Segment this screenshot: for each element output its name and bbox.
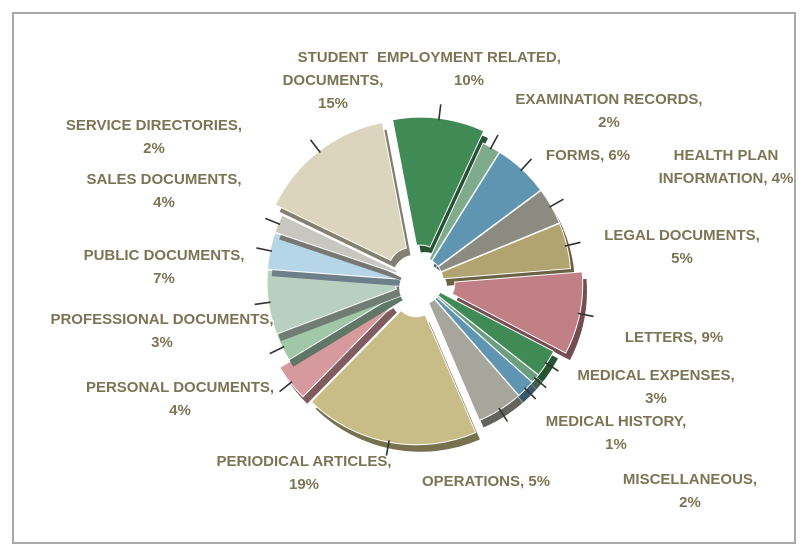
slice-legal-documents: [440, 222, 572, 280]
leader-line-public-documents: [254, 301, 271, 306]
leader-line-medical-expenses: [544, 361, 559, 372]
slice-employment-related: [392, 116, 485, 248]
leader-line-legal-documents: [564, 241, 581, 247]
data-label-student-documents: STUDENT DOCUMENTS, 15%: [283, 49, 384, 112]
data-label-service-directories: SERVICE DIRECTORIES, 2%: [66, 117, 242, 157]
data-label-miscellaneous: MISCELLANEOUS, 2%: [623, 471, 757, 511]
pie-chart: EMPLOYMENT RELATED, 10%EXAMINATION RECORD…: [49, 48, 794, 513]
leader-line-periodical-articles: [385, 440, 391, 457]
slice-operations: [428, 298, 520, 422]
slice-student-documents: [274, 121, 407, 262]
leader-line-service-directories: [264, 217, 281, 226]
leader-line-professional-documents: [269, 345, 285, 355]
data-label-personal-documents: PERSONAL DOCUMENTS, 4%: [86, 379, 274, 419]
leader-line-employment-related: [438, 104, 442, 121]
slice-health-plan-information: [437, 189, 561, 273]
leader-line-examination-records: [489, 134, 499, 150]
data-labels: EMPLOYMENT RELATED, 10%EXAMINATION RECORD…: [49, 48, 794, 513]
data-label-operations: OPERATIONS, 5%: [422, 473, 550, 490]
slice-depth-professional-documents: [280, 296, 403, 367]
leader-line-forms: [520, 158, 533, 172]
data-label-medical-expenses: MEDICAL EXPENSES, 3%: [577, 367, 734, 407]
leader-line-student-documents: [309, 139, 321, 154]
leader-line-sales-documents: [256, 247, 273, 252]
chart-frame: EMPLOYMENT RELATED, 10% EXAMINATION RECORD…: [12, 12, 796, 544]
pie-slices: [266, 116, 587, 452]
data-label-professional-documents: PROFESSIONAL DOCUMENTS, 3%: [50, 311, 273, 351]
data-label-medical-history: MEDICAL HISTORY, 1%: [546, 413, 687, 453]
leader-line-health-plan-information: [549, 198, 564, 208]
data-label-public-documents: PUBLIC DOCUMENTS, 7%: [84, 247, 245, 287]
data-label-forms: FORMS, 6%: [546, 147, 630, 164]
leader-line-letters: [577, 312, 594, 318]
leader-lines: [254, 104, 594, 457]
leader-line-personal-documents: [279, 381, 293, 393]
slice-service-directories: [274, 214, 398, 274]
slice-letters: [451, 271, 584, 354]
data-label-letters: LETTERS, 9%: [625, 329, 723, 346]
data-label-legal-documents: LEGAL DOCUMENTS, 5%: [604, 227, 760, 267]
data-label-employment-related: EMPLOYMENT RELATED, 10%: [377, 49, 561, 89]
leader-line-miscellaneous: [523, 387, 537, 400]
leader-line-medical-history: [533, 376, 547, 389]
data-label-health-plan-information: HEALTH PLAN INFORMATION, 4%: [659, 147, 794, 187]
data-label-sales-documents: SALES DOCUMENTS, 4%: [86, 171, 241, 211]
slice-forms: [431, 151, 542, 268]
data-label-periodical-articles: PERIODICAL ARTICLES, 19%: [216, 453, 391, 493]
data-label-examination-records: EXAMINATION RECORDS, 2%: [515, 91, 702, 131]
leader-line-operations: [498, 407, 509, 422]
slice-periodical-articles: [310, 309, 477, 446]
